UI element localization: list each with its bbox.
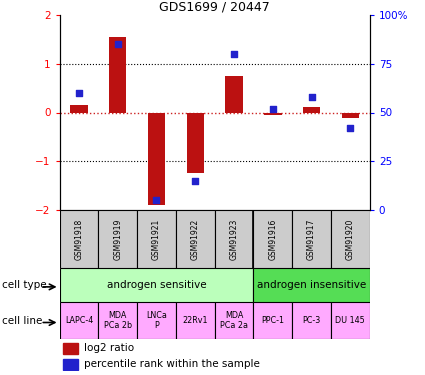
Bar	[176, 210, 215, 268]
Bar	[137, 210, 176, 268]
Bar	[60, 210, 98, 268]
Bar	[253, 210, 292, 268]
Bar	[137, 302, 176, 339]
Text: GSM91922: GSM91922	[191, 218, 200, 260]
Text: cell line: cell line	[2, 316, 42, 326]
Bar	[187, 112, 204, 173]
Bar	[60, 268, 253, 302]
Text: GSM91917: GSM91917	[307, 218, 316, 260]
Text: androgen insensitive: androgen insensitive	[257, 280, 366, 290]
Bar	[292, 302, 331, 339]
Bar	[98, 210, 137, 268]
Bar	[342, 112, 359, 118]
Bar	[70, 105, 88, 112]
Bar	[176, 302, 215, 339]
Text: cell type: cell type	[2, 280, 47, 290]
Bar	[98, 302, 137, 339]
Text: MDA
PCa 2a: MDA PCa 2a	[220, 311, 248, 330]
Point	[114, 41, 121, 47]
Text: log2 ratio: log2 ratio	[84, 343, 134, 353]
Bar	[264, 112, 281, 115]
Point	[76, 90, 82, 96]
Text: percentile rank within the sample: percentile rank within the sample	[84, 359, 260, 369]
Title: GDS1699 / 20447: GDS1699 / 20447	[159, 1, 270, 14]
Text: 22Rv1: 22Rv1	[182, 316, 208, 325]
Text: LAPC-4: LAPC-4	[65, 316, 93, 325]
Bar	[331, 302, 370, 339]
Bar	[253, 268, 370, 302]
Text: MDA
PCa 2b: MDA PCa 2b	[104, 311, 132, 330]
Text: PC-3: PC-3	[303, 316, 321, 325]
Bar	[148, 112, 165, 205]
Bar	[215, 302, 253, 339]
Point	[153, 197, 160, 203]
Text: GSM91920: GSM91920	[346, 218, 355, 260]
Bar	[303, 106, 320, 112]
Text: GSM91916: GSM91916	[268, 218, 277, 260]
Bar	[215, 210, 253, 268]
Bar	[292, 210, 331, 268]
Text: androgen sensitive: androgen sensitive	[107, 280, 206, 290]
Point	[269, 106, 276, 112]
Text: GSM91918: GSM91918	[74, 218, 83, 260]
Text: GSM91919: GSM91919	[113, 218, 122, 260]
Text: PPC-1: PPC-1	[261, 316, 284, 325]
Point	[308, 94, 315, 100]
Text: GSM91921: GSM91921	[152, 218, 161, 260]
Bar	[253, 302, 292, 339]
Point	[347, 125, 354, 131]
Text: GSM91923: GSM91923	[230, 218, 238, 260]
Bar	[109, 37, 126, 112]
Bar	[331, 210, 370, 268]
Bar	[60, 302, 98, 339]
Bar	[225, 76, 243, 112]
Bar	[62, 343, 78, 354]
Text: DU 145: DU 145	[335, 316, 365, 325]
Bar	[62, 358, 78, 370]
Point	[231, 51, 238, 57]
Point	[192, 178, 198, 184]
Text: LNCa
P: LNCa P	[146, 311, 167, 330]
